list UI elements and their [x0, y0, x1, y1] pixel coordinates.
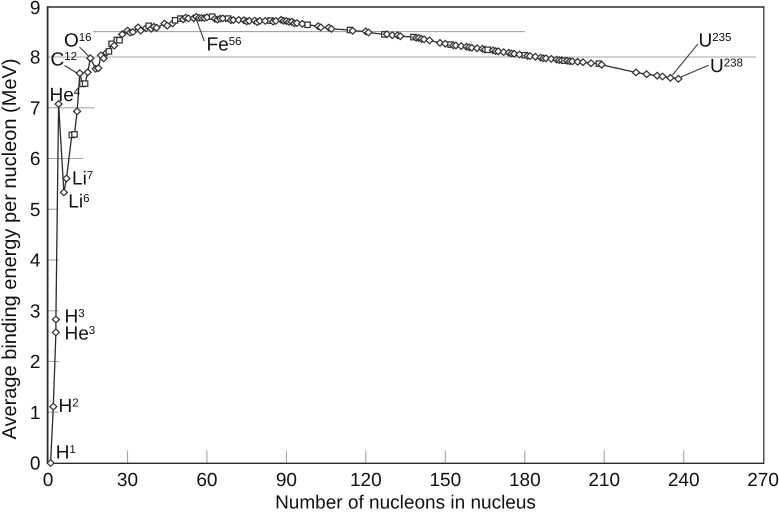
svg-text:He4: He4	[50, 85, 81, 106]
svg-text:180: 180	[509, 470, 541, 491]
svg-text:30: 30	[117, 470, 138, 491]
svg-text:240: 240	[668, 470, 700, 491]
svg-text:Number of nucleons in nucleus: Number of nucleons in nucleus	[275, 493, 536, 512]
svg-text:1: 1	[30, 403, 41, 424]
svg-text:4: 4	[30, 251, 41, 272]
svg-text:0: 0	[43, 470, 54, 491]
svg-text:60: 60	[196, 470, 217, 491]
svg-text:6: 6	[30, 149, 41, 170]
svg-text:He3: He3	[65, 324, 96, 345]
svg-text:3: 3	[30, 302, 41, 323]
svg-text:Average binding energy per nuc: Average binding energy per nucleon (MeV)	[0, 59, 21, 440]
svg-text:120: 120	[350, 470, 382, 491]
svg-text:270: 270	[747, 470, 779, 491]
svg-text:9: 9	[30, 0, 41, 19]
svg-text:2: 2	[30, 352, 41, 373]
svg-text:90: 90	[276, 470, 297, 491]
svg-text:0: 0	[30, 454, 41, 475]
svg-text:210: 210	[588, 470, 620, 491]
svg-text:5: 5	[30, 200, 41, 221]
svg-text:8: 8	[30, 48, 41, 69]
svg-text:150: 150	[429, 470, 461, 491]
svg-text:7: 7	[30, 99, 41, 120]
